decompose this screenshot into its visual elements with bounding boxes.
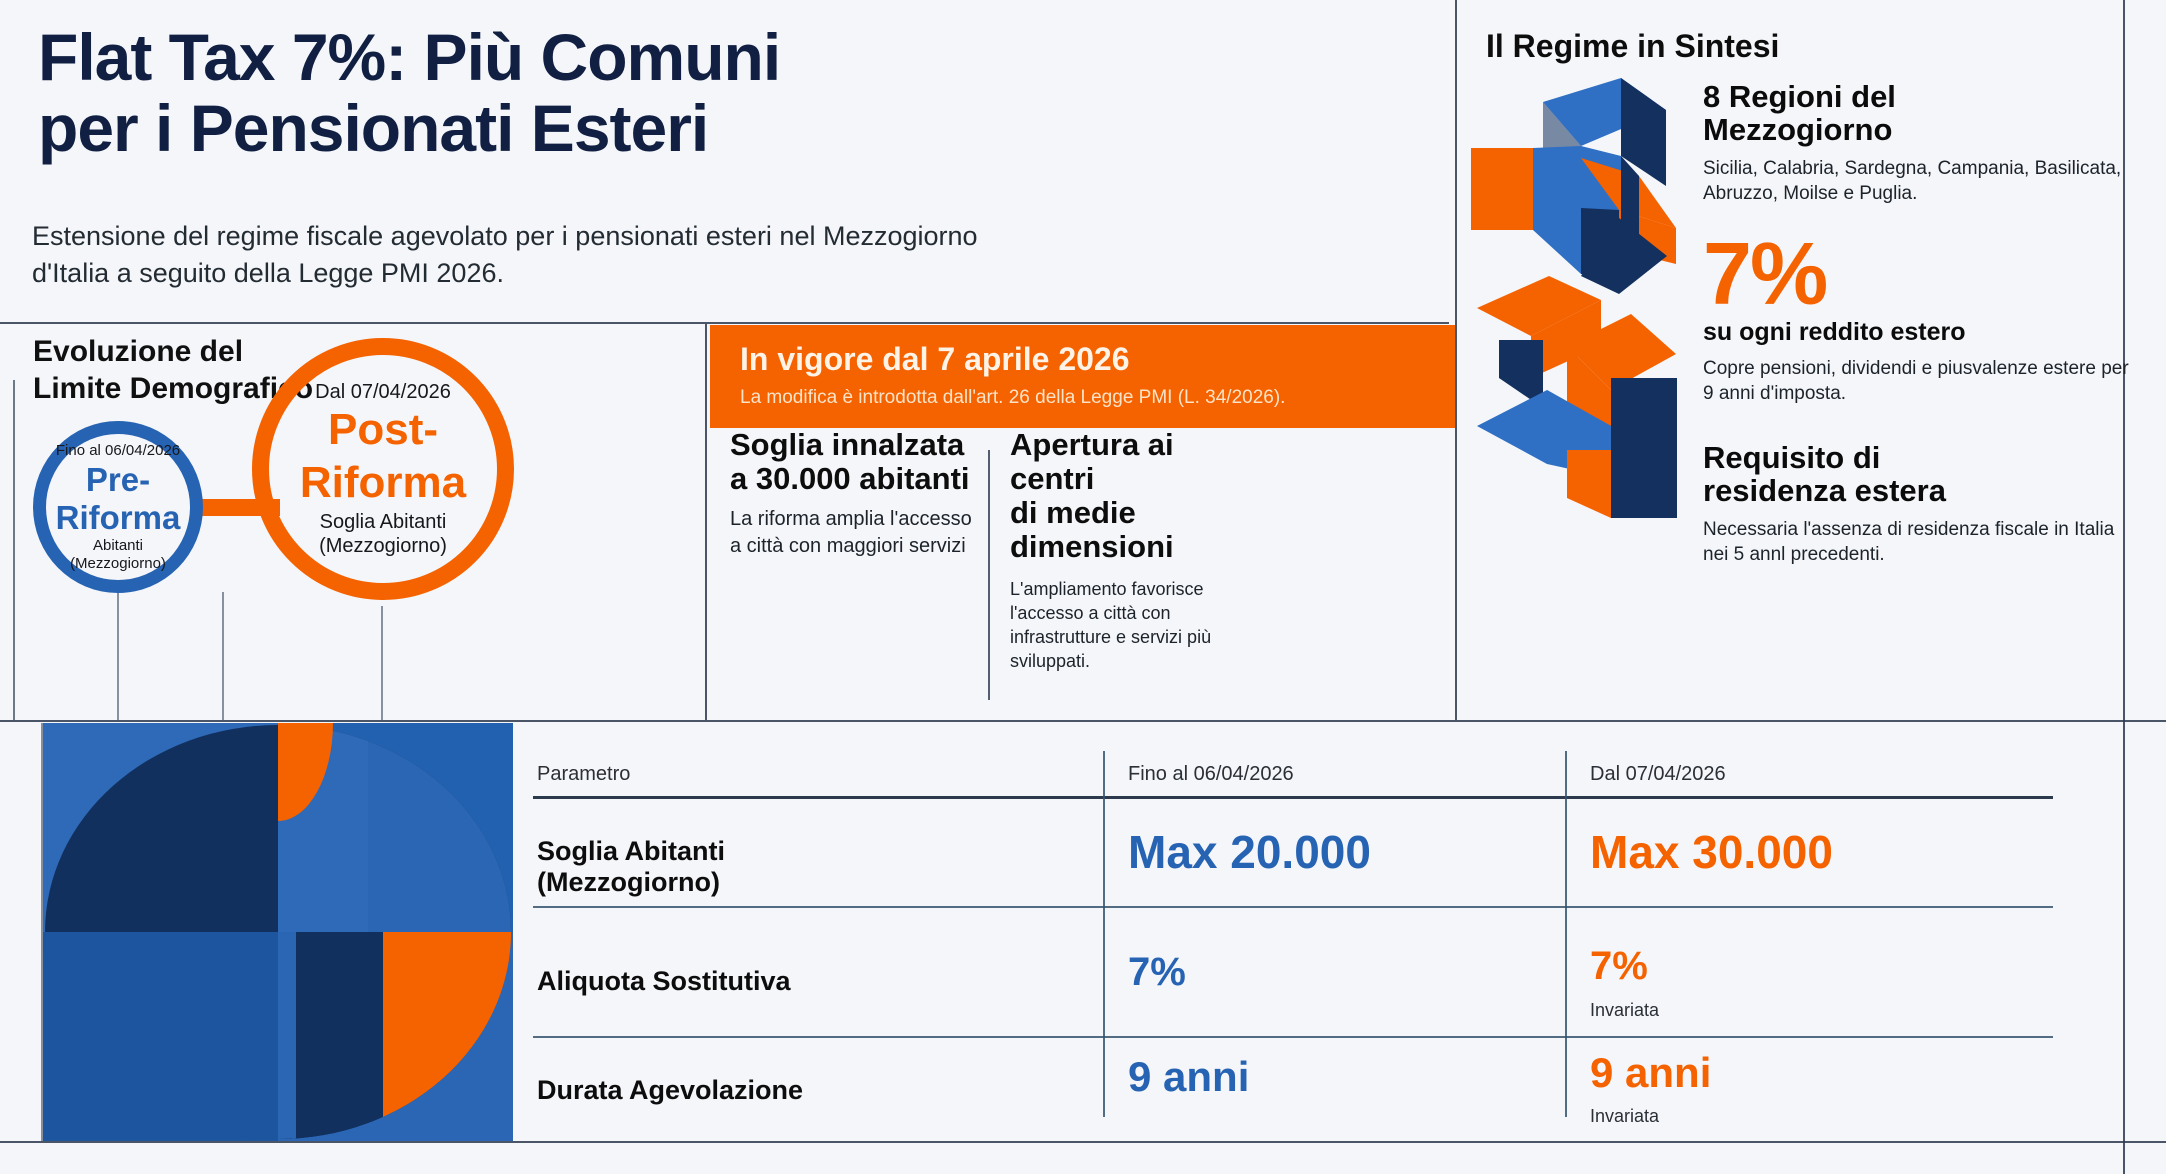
row-1-label-line-1: Soglia Abitanti [537,836,725,866]
banner-title: In vigore dal 7 aprile 2026 [740,341,1130,377]
feature-a-heading-2: a 30.000 abitanti [730,461,970,497]
pre-reform-label-1: Pre- [85,460,151,498]
banner-subtitle: La modifica è introdotta dall'art. 26 de… [740,387,1286,408]
feature-b-heading-2: di medie [1010,495,1136,531]
summary-sidebar: Il Regime in Sintesi [1457,0,2166,718]
row-1-label: Soglia Abitanti (Mezzogiorno) [537,836,1077,899]
post-reform-label-2: Riforma [299,458,467,507]
row-2-label: Aliquota Sostitutiva [537,966,791,996]
post-reform-sub-2: (Mezzogiorno) [319,534,447,557]
divider-sidebar-left [1455,0,1457,720]
table-header-parametro: Parametro [537,763,631,785]
post-reform-label-1: Post- [328,405,438,455]
pre-reform-label-2: Riforma [55,499,181,537]
row-2-rule [533,1036,2053,1038]
pre-reform-sub-1: Abitanti [92,536,144,554]
divider-mid-bottom [0,720,2166,722]
page-subtitle: Estensione del regime fiscale agevolato … [32,221,978,289]
row-3-note-post: Invariata [1590,1106,1660,1126]
header-section: Flat Tax 7%: Più Comuni per i Pensionati… [0,0,1449,322]
axis-line-pre [117,592,119,720]
row-2-note-post: Invariata [1590,1000,1660,1020]
divider-bottom-edge [0,1141,2166,1143]
table-header-pre: Fino al 06/04/2026 [1128,763,1294,785]
table-header-rule [533,796,2053,799]
post-reform-date: Dal 07/04/2026 [315,381,451,404]
row-1-label-line-2: (Mezzogiorno) [537,867,720,898]
axis-line-left [13,380,15,720]
residence-block: Requisito di residenza estera Necessaria… [1703,439,2143,567]
evolution-title-line-2: Limite Demografico [33,371,314,405]
row-1-rule [533,906,2053,908]
title-line-1: Flat Tax 7%: Più Comuni [38,20,781,94]
row-3-value-post: 9 anni [1590,1049,1712,1096]
row-3-value-pre: 9 anni [1128,1053,1250,1100]
table-header-post: Dal 07/04/2026 [1590,763,1726,785]
regions-heading-1: 8 Regioni del [1703,79,1896,114]
evolution-title-line-1: Evoluzione del [33,335,244,368]
pre-reform-circle[interactable]: Fino al 06/04/2026 Pre- Riforma Abitanti… [33,421,203,593]
feature-a-heading-1: Soglia innalzata [730,427,965,462]
title-line-2: per i Pensionati Esteri [38,91,709,166]
feature-a-body: La riforma amplia l'accesso a città con … [730,508,972,557]
sidebar-title: Il Regime in Sintesi [1486,28,1780,64]
row-2-value-post: 7% [1590,944,1648,988]
feature-card-threshold: Soglia innalzata a 30.000 abitanti La ri… [730,427,985,720]
rate-block: 7% su ogni reddito estero Copre pensioni… [1703,224,2143,406]
divider-evolution-right [705,324,707,720]
page-title: Flat Tax 7%: Più Comuni per i Pensionati… [38,20,1418,166]
regions-heading-2: Mezzogiorno [1703,112,1893,148]
comparison-table: Parametro Fino al 06/04/2026 Dal 07/04/2… [513,723,2123,1141]
post-reform-sub-1: Soglia Abitanti [319,510,447,533]
residence-heading-2: residenza estera [1703,473,1946,509]
row-3-label: Durata Agevolazione [537,1075,804,1105]
evolution-title: Evoluzione del Limite Demografico [33,334,553,407]
row-1-value-pre: Max 20.000 [1128,826,1371,878]
rate-value: 7% [1703,224,1828,324]
feature-b-heading-1: Apertura ai centri [1010,427,1174,497]
axis-line-post [381,606,383,720]
evolution-panel: Evoluzione del Limite Demografico Fino a… [0,324,705,720]
table-col-divider-1 [1103,751,1105,1117]
residence-body: Necessaria l'assenza di residenza fiscal… [1703,518,2115,565]
axis-line-mid [222,592,224,720]
pre-reform-date: Fino al 06/04/2026 [55,441,181,459]
table-col-divider-2 [1565,751,1567,1117]
divider-header-bottom [0,322,1449,324]
isometric-ribbon-graphic [1471,78,1691,518]
post-reform-circle[interactable]: Dal 07/04/2026 Post- Riforma Soglia Abit… [252,338,514,600]
divider-page-right [2123,0,2125,1174]
feature-divider [988,450,990,700]
effective-date-banner: In vigore dal 7 aprile 2026 La modifica … [710,325,1455,428]
rate-label: su ogni reddito estero [1703,318,1966,347]
residence-heading-1: Requisito di [1703,439,1881,475]
feature-card-centers: Apertura ai centri di medie dimensioni L… [1010,427,1260,720]
row-2-value-pre: 7% [1128,950,1186,994]
regions-block: 8 Regioni del Mezzogiorno Sicilia, Calab… [1703,80,2143,206]
divider-art-left [41,723,43,1141]
rate-body: Copre pensioni, dividendi e piusvalenze … [1703,358,2129,405]
feature-b-heading-3: dimensioni [1010,529,1174,565]
row-1-value-post: Max 30.000 [1590,826,1833,878]
geometric-artwork [43,723,513,1141]
pre-reform-sub-2: (Mezzogiorno) [70,554,166,572]
sidebar-text-column: 8 Regioni del Mezzogiorno Sicilia, Calab… [1703,80,2143,567]
feature-b-body: L'ampliamento favorisce l'accesso a citt… [1010,579,1212,672]
regions-body: Sicilia, Calabria, Sardegna, Campania, B… [1703,157,2122,205]
features-section: Soglia innalzata a 30.000 abitanti La ri… [710,427,1455,720]
